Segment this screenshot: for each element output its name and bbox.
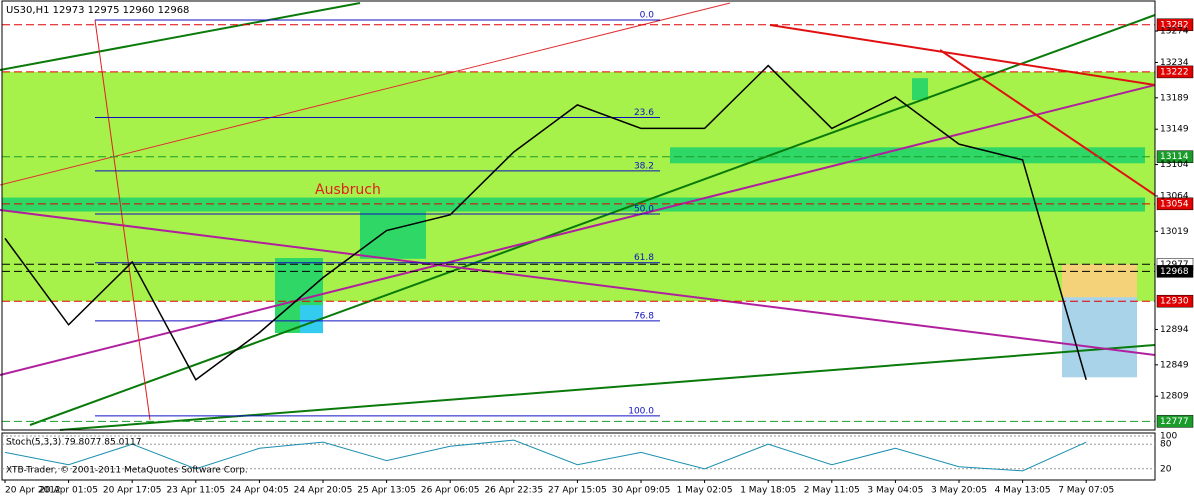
fib-label: 50.0 xyxy=(634,205,654,215)
trend-line xyxy=(94,19,151,421)
trend-line xyxy=(29,14,1156,426)
zone xyxy=(2,71,1155,302)
stoch-tick-label: 20 xyxy=(1160,464,1172,474)
fib-label: 100.0 xyxy=(628,406,654,416)
stoch-line xyxy=(4,439,1087,472)
annotation: Ausbruch xyxy=(315,182,381,198)
x-tick-label: 23 Apr 11:05 xyxy=(166,486,225,496)
level-box xyxy=(1156,65,1194,79)
x-tick-label: 30 Apr 09:05 xyxy=(612,486,671,496)
fib-label: 23.6 xyxy=(634,108,654,118)
level-label: 13222 xyxy=(1160,67,1189,77)
level-label: 12968 xyxy=(1160,267,1189,277)
x-tick-label: 3 May 20:05 xyxy=(931,486,987,496)
trend-line xyxy=(0,209,1156,356)
x-tick-label: 3 May 04:05 xyxy=(867,486,923,496)
level-label: 12777 xyxy=(1160,417,1189,427)
x-tick-label: 24 Apr 20:05 xyxy=(294,486,353,496)
level-label: 12977 xyxy=(1160,260,1189,270)
fib-label: 61.8 xyxy=(634,253,654,263)
chart-title: US30,H1 12973 12975 12960 12968 xyxy=(6,5,189,16)
x-tick-label: 1 May 02:05 xyxy=(677,486,733,496)
trend-line xyxy=(0,2,731,186)
x-tick-label: 2 May 11:05 xyxy=(804,486,860,496)
y-tick-label: 12849 xyxy=(1160,360,1189,370)
level-box xyxy=(1156,18,1194,32)
x-tick-label: 20 Apr 17:05 xyxy=(103,486,162,496)
y-tick-label: 13274 xyxy=(1160,27,1189,37)
copyright: XTB-Trader, © 2001-2011 MetaQuotes Softw… xyxy=(6,466,248,476)
x-tick-label: 1 May 18:05 xyxy=(740,486,796,496)
y-tick-label: 12894 xyxy=(1160,325,1189,335)
level-box xyxy=(1156,415,1194,428)
stoch-tick-label: 80 xyxy=(1160,440,1172,450)
y-tick-label: 13234 xyxy=(1160,58,1189,68)
x-tick-label: 25 Apr 13:05 xyxy=(357,486,416,496)
x-tick-label: 7 May 07:05 xyxy=(1058,486,1114,496)
y-tick-label: 13064 xyxy=(1160,191,1189,201)
plot-frame xyxy=(1,0,1156,431)
y-tick-label: 13149 xyxy=(1160,125,1189,135)
zone xyxy=(912,78,928,101)
stoch-title: Stoch(5,3,3) 79.8077 85.0117 xyxy=(6,438,141,448)
trend-line xyxy=(0,2,361,71)
x-tick-label: 20 Apr 01:05 xyxy=(39,486,98,496)
fib-label: 0.0 xyxy=(640,11,655,21)
level-label: 13054 xyxy=(1160,199,1189,209)
x-tick-label: 4 May 13:05 xyxy=(995,486,1051,496)
x-tick-label: 27 Apr 15:05 xyxy=(548,486,607,496)
zone xyxy=(670,147,1145,164)
zone xyxy=(300,305,323,334)
y-tick-label: 13019 xyxy=(1160,227,1189,237)
x-tick-label: 20 Apr 2012 xyxy=(5,486,61,496)
level-box xyxy=(1156,197,1194,211)
x-tick-label: 26 Apr 06:05 xyxy=(421,486,480,496)
x-tick-label: 24 Apr 04:05 xyxy=(230,486,289,496)
stoch-tick-label: 100 xyxy=(1160,432,1177,442)
trend-line xyxy=(0,84,1156,376)
stoch-frame xyxy=(1,432,1156,481)
price-line xyxy=(4,64,1087,381)
level-label: 12930 xyxy=(1160,297,1189,307)
level-box xyxy=(1156,294,1194,308)
x-tick-label: 26 Apr 22:35 xyxy=(484,486,543,496)
trend-line xyxy=(769,24,1156,86)
y-tick-label: 12809 xyxy=(1160,392,1189,402)
zone xyxy=(360,203,426,259)
y-tick-label: 13189 xyxy=(1160,93,1189,103)
level-label: 13114 xyxy=(1160,152,1189,162)
level-box xyxy=(1156,265,1194,278)
fib-label: 38.2 xyxy=(634,161,654,171)
trend-line xyxy=(939,49,1156,196)
y-tick-label: 13104 xyxy=(1160,160,1189,170)
zone xyxy=(2,197,1145,212)
level-box xyxy=(1156,150,1194,163)
level-label: 13282 xyxy=(1160,20,1189,30)
fib-label: 76.8 xyxy=(634,311,654,321)
